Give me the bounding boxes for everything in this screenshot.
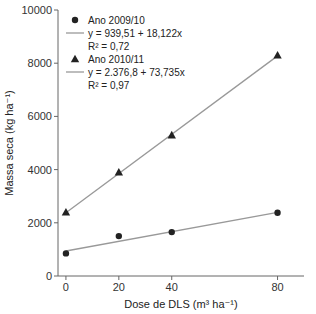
legend-symbol bbox=[66, 32, 84, 33]
legend-label: R² = 0,97 bbox=[88, 80, 130, 91]
legend-label: y = 939,51 + 18,122x bbox=[88, 28, 182, 39]
y-tick bbox=[54, 222, 58, 223]
chart: 0 20 40 80 0 2000 4000 6000 8000 10000 Dose de DLS… bbox=[0, 0, 316, 314]
data-point bbox=[63, 250, 69, 256]
data-point bbox=[169, 229, 175, 235]
trend-line bbox=[66, 56, 278, 213]
trend-line bbox=[66, 212, 278, 251]
y-tick bbox=[54, 169, 58, 170]
y-tick-label: 8000 bbox=[28, 57, 52, 69]
legend-label: Ano 2010/11 bbox=[88, 54, 144, 65]
legend-symbol bbox=[66, 71, 84, 72]
y-tick-label: 10000 bbox=[21, 4, 52, 16]
y-axis-line bbox=[58, 10, 59, 276]
legend-label: y = 2.376,8 + 73,735x bbox=[88, 67, 185, 78]
data-point bbox=[168, 131, 176, 139]
x-tick-label: 20 bbox=[113, 281, 125, 293]
chart-container: 0 20 40 80 0 2000 4000 6000 8000 10000 Dose de DLS… bbox=[0, 0, 316, 314]
legend: Ano 2009/10 y = 939,51 + 18,122x R² = 0,72… bbox=[66, 15, 185, 91]
y-tick-label: 2000 bbox=[28, 217, 52, 229]
y-tick-label: 4000 bbox=[28, 164, 52, 176]
y-tick bbox=[54, 10, 58, 11]
data-point bbox=[274, 209, 280, 215]
y-tick-label: 6000 bbox=[28, 110, 52, 122]
legend-label: R² = 0,72 bbox=[88, 41, 130, 52]
y-tick bbox=[54, 276, 58, 277]
data-point bbox=[115, 168, 123, 176]
x-tick bbox=[277, 276, 278, 280]
plot-area bbox=[62, 51, 282, 257]
data-point bbox=[62, 208, 70, 216]
x-tick bbox=[118, 276, 119, 280]
data-point bbox=[116, 233, 122, 239]
data-point bbox=[273, 51, 281, 59]
x-tick bbox=[171, 276, 172, 280]
x-axis-line bbox=[58, 276, 304, 277]
legend-label: Ano 2009/10 bbox=[88, 15, 145, 26]
x-tick bbox=[65, 276, 66, 280]
y-tick bbox=[54, 63, 58, 64]
x-tick-label: 40 bbox=[166, 281, 178, 293]
legend-symbol bbox=[72, 17, 78, 23]
legend-symbol bbox=[71, 55, 79, 63]
x-tick-label: 0 bbox=[63, 281, 69, 293]
y-tick bbox=[54, 116, 58, 117]
x-axis-label: Dose de DLS (m³ ha⁻¹) bbox=[124, 298, 237, 310]
x-tick-label: 80 bbox=[271, 281, 283, 293]
y-axis-label: Massa seca (kg ha⁻¹) bbox=[3, 90, 15, 195]
y-tick-label: 0 bbox=[46, 270, 52, 282]
